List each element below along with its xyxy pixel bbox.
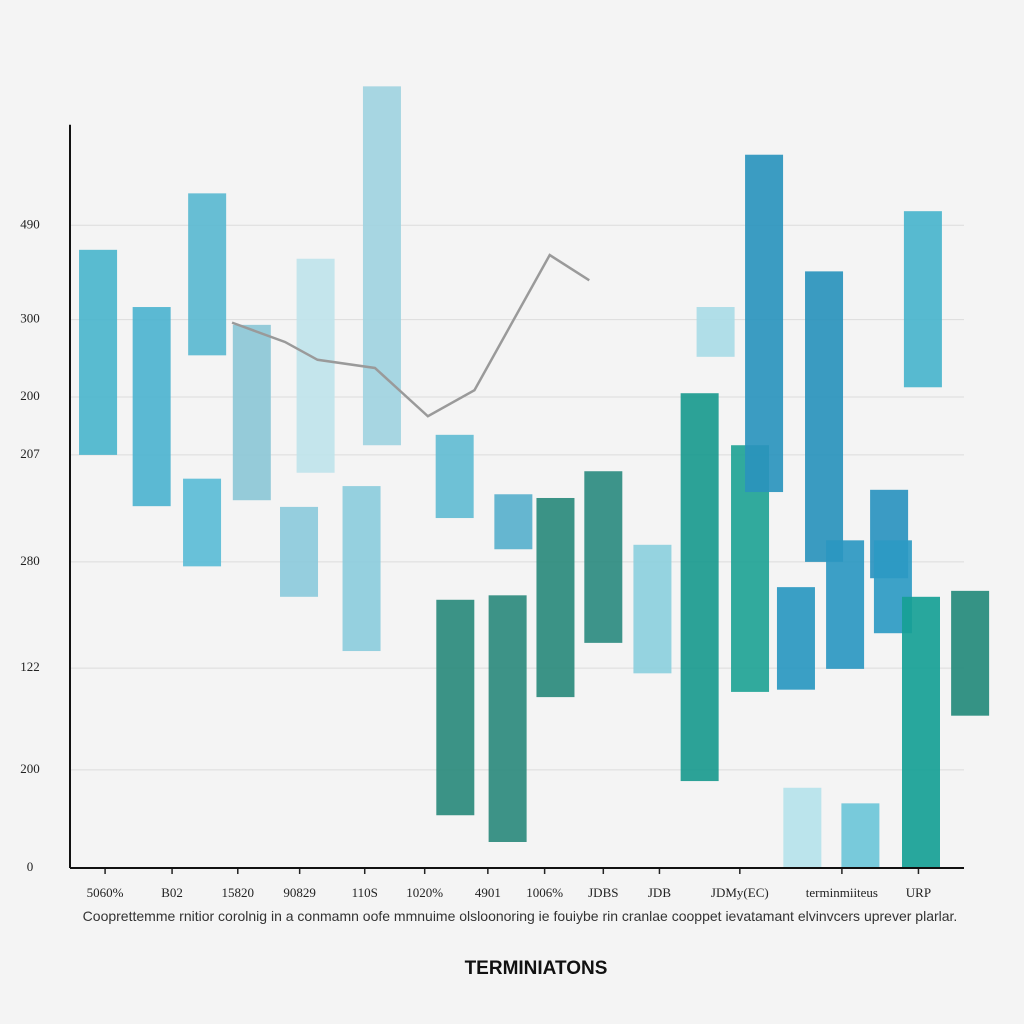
bar	[536, 497, 575, 698]
y-tick-label: 200	[20, 388, 40, 403]
bar	[280, 506, 319, 597]
x-tick-label: 110S	[352, 885, 378, 900]
x-tick-label: JDMy(EC)	[711, 885, 769, 900]
bar	[696, 307, 735, 357]
bar	[951, 590, 990, 716]
bar	[902, 596, 940, 868]
bar	[841, 803, 880, 868]
y-tick-label: 300	[20, 311, 40, 326]
bar	[680, 393, 719, 782]
line	[231, 253, 590, 418]
x-tick-label: 90829	[283, 885, 316, 900]
x-tick-label: 1020%	[406, 885, 443, 900]
bar	[183, 478, 222, 567]
bar	[745, 154, 784, 493]
bar	[633, 544, 672, 674]
y-tick-label: 280	[20, 553, 40, 568]
bar	[232, 324, 271, 501]
bar	[436, 599, 475, 816]
bar	[776, 587, 815, 690]
bar	[805, 271, 844, 562]
x-tick-label: terminmiiteus	[806, 885, 878, 900]
x-tick-label: JDBS	[588, 885, 618, 900]
bar	[494, 494, 533, 550]
chart-title: TERMINIATONS	[464, 958, 608, 979]
bar	[435, 434, 474, 519]
x-tick-label: 5060%	[87, 885, 124, 900]
x-tick-label: URP	[906, 885, 931, 900]
bar	[826, 540, 865, 669]
x-tick-label: B02	[161, 885, 183, 900]
bar	[132, 307, 171, 507]
y-tick-label: 122	[20, 659, 40, 674]
x-tick-label: 15820	[222, 885, 255, 900]
y-tick-label: 490	[20, 216, 40, 231]
caption: Cooprettemme rnitior corolnig in a conma…	[82, 908, 958, 924]
x-tick-label: 4901	[475, 885, 501, 900]
y-tick-label: 207	[20, 446, 40, 461]
bar	[296, 258, 335, 473]
y-tick-label: 200	[20, 761, 40, 776]
y-tick-label: 0	[27, 859, 34, 874]
bar	[903, 211, 942, 388]
bar	[362, 86, 401, 446]
bar	[79, 249, 118, 455]
x-tick-label: JDB	[648, 885, 671, 900]
bar	[783, 787, 822, 868]
x-tick-label: 1006%	[526, 885, 563, 900]
bar	[342, 486, 381, 652]
bar	[188, 193, 227, 356]
bar	[488, 595, 527, 842]
bar	[584, 471, 623, 643]
